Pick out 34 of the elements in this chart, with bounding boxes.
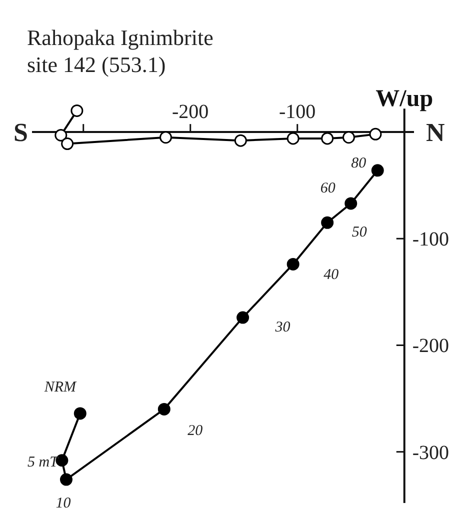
- annotation: 40: [324, 267, 340, 284]
- point: [344, 197, 358, 210]
- point: [160, 131, 172, 144]
- annotation: 10: [56, 496, 72, 512]
- annotation: 80: [351, 155, 367, 172]
- annotation: 20: [188, 423, 204, 440]
- point: [158, 402, 170, 416]
- point: [60, 473, 72, 486]
- y-axis-title: W/up: [376, 86, 434, 112]
- point: [286, 132, 300, 145]
- point: [74, 407, 86, 420]
- point: [286, 258, 300, 270]
- text: N: [426, 118, 445, 148]
- point: [54, 129, 68, 142]
- point: [234, 134, 247, 147]
- point: [70, 104, 84, 117]
- y-tick-label: -300: [412, 442, 450, 464]
- point: [342, 131, 355, 144]
- annotation: 50: [352, 224, 368, 241]
- annotation: 60: [320, 180, 336, 196]
- text: S: [14, 118, 28, 148]
- chart-title: Rahopaka Ignimbrite: [27, 25, 214, 50]
- annotation: NRM: [43, 379, 78, 396]
- point: [61, 138, 74, 150]
- point: [236, 311, 250, 324]
- y-tick-label: -200: [412, 335, 450, 358]
- point: [371, 164, 384, 177]
- y-tick-label: -100: [412, 228, 450, 251]
- point: [321, 132, 334, 145]
- point: [369, 128, 382, 140]
- annotation: 30: [274, 320, 291, 336]
- chart-subtitle: site 142 (553.1): [27, 52, 166, 77]
- point: [321, 216, 334, 229]
- annotation: 5 mT: [28, 454, 60, 470]
